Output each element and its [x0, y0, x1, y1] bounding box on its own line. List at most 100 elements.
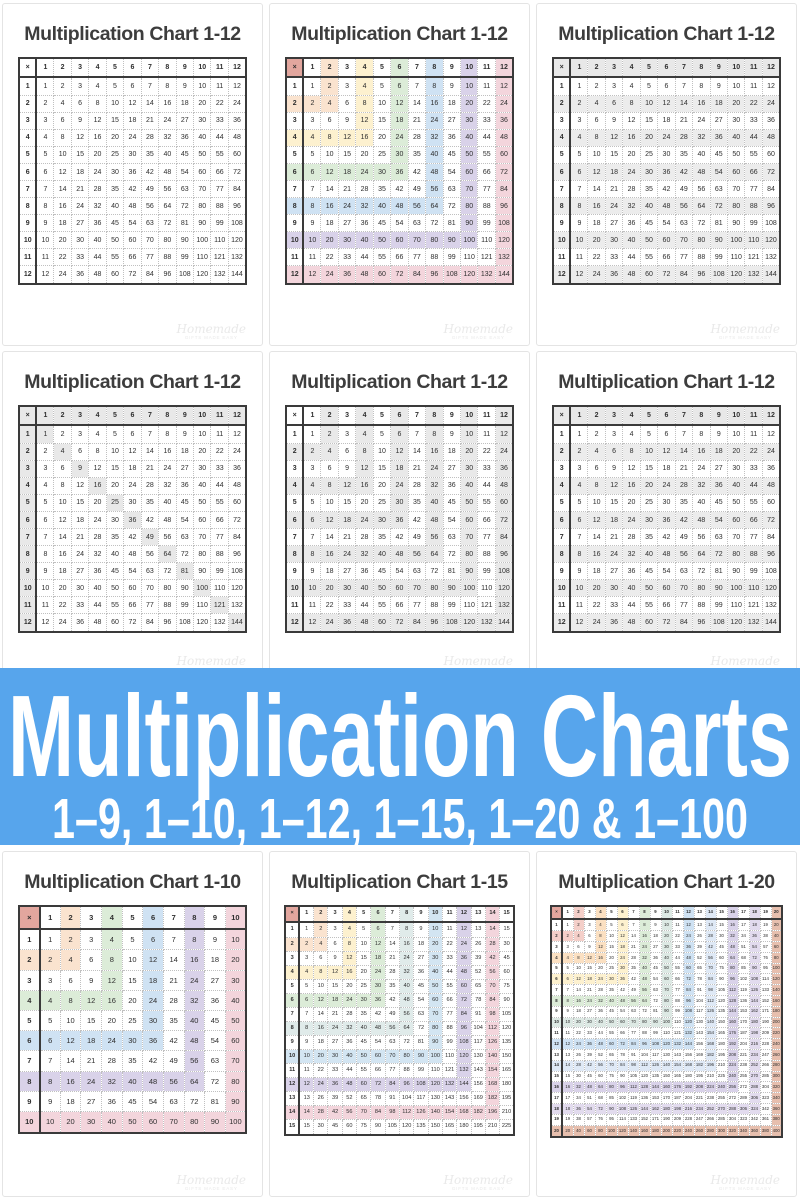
product-cell: 42 [704, 940, 717, 953]
product-cell: 20 [460, 442, 479, 461]
product-cell: 104 [470, 1020, 486, 1037]
table-row: 16 16 32 48 64 80 96 112 128 144 160 176 192 208 224 24… [550, 1081, 783, 1094]
product-cell: 90 [727, 562, 746, 581]
product-cell: 30 [460, 459, 479, 478]
product-cell: 7 [140, 76, 160, 96]
product-cell: 135 [715, 1005, 728, 1018]
corner-cell: × [284, 905, 301, 924]
table-row: 1 1 2 3 4 5 6 7 8 9 10 11 12 13 14 15 [284, 921, 515, 938]
product-cell: 20 [587, 579, 606, 598]
row-header-cell: 20 [550, 1124, 563, 1138]
product-cell: 180 [770, 1005, 783, 1018]
table-row: 1 1 2 3 4 5 6 7 8 9 10 11 12 13 14 15 16 17 18 19 20 [550, 918, 783, 932]
product-cell: 12 [123, 94, 142, 113]
product-cell: 90 [224, 1090, 247, 1113]
product-cell: 63 [709, 180, 729, 199]
product-cell: 48 [227, 476, 247, 495]
product-cell: 48 [370, 1020, 386, 1037]
product-cell: 72 [748, 951, 761, 964]
product-cell: 54 [390, 562, 409, 581]
product-cell: 40 [425, 493, 444, 512]
col-header-cell: 3 [604, 57, 624, 79]
product-cell: 120 [398, 1119, 415, 1136]
chart-card-1-12-diagonal: Multiplication Chart 1-12 × 1 2 3 4 5 6 7 8 9 10 11… [2, 351, 263, 678]
product-cell: 6 [569, 510, 589, 530]
product-cell: 63 [627, 1005, 640, 1018]
product-cell: 98 [384, 1105, 401, 1121]
product-cell: 121 [441, 1063, 458, 1079]
product-cell: 5 [372, 424, 392, 444]
product-cell: 4 [587, 442, 606, 461]
product-cell: 120 [770, 973, 783, 986]
product-cell: 30 [572, 1070, 585, 1083]
product-cell: 360 [748, 1124, 761, 1138]
table-row: 10 10 20 30 40 50 60 70 80 90 100 110 120 [552, 231, 781, 250]
product-cell: 14 [704, 918, 717, 932]
row-header-cell: 12 [552, 265, 572, 285]
product-cell: 24 [622, 162, 641, 182]
product-cell: 15 [639, 459, 659, 478]
product-cell: 30 [121, 1030, 144, 1052]
product-cell: 28 [622, 180, 641, 199]
product-cell: 78 [693, 973, 706, 986]
product-cell: 121 [744, 248, 763, 267]
product-cell: 40 [88, 579, 107, 598]
product-cell: 20 [622, 145, 641, 164]
product-cell: 25 [372, 493, 392, 512]
product-cell: 216 [748, 1038, 761, 1050]
product-cell: 120 [427, 1077, 443, 1093]
corner-cell: × [285, 57, 305, 79]
product-cell: 56 [158, 528, 177, 547]
product-cell: 77 [674, 248, 694, 267]
product-cell: 40 [121, 1070, 144, 1092]
watermark-subtext: GIFTS MADE EASY [184, 334, 238, 340]
product-cell: 25 [639, 493, 659, 512]
table-row: 6 6 12 18 24 30 36 42 48 54 60 66 72 [285, 162, 514, 182]
product-cell: 66 [123, 248, 142, 267]
product-cell: 88 [158, 596, 177, 615]
product-cell: 36 [494, 459, 514, 478]
product-cell: 2 [569, 94, 589, 113]
product-cell: 36 [604, 265, 624, 285]
product-cell: 36 [657, 162, 676, 182]
product-cell: 72 [657, 613, 676, 633]
watermark: Homemade GIFTS MADE EASY [711, 323, 781, 341]
multiplication-table: × 1 2 3 4 5 6 7 8 9 10 11 12 13 14 15 1 1 2 3 4 5 6 7 8 9 10 11 12 13… [284, 905, 515, 1136]
multiplication-table-wrap: × 1 2 3 4 5 6 7 8 9 10 11 12 13 14 15 16 17 18 19 20 1 1 2 3 4 5 6 7… [537, 905, 796, 1138]
product-cell: 176 [726, 1027, 739, 1040]
product-cell: 63 [140, 562, 160, 581]
product-cell: 24 [456, 936, 472, 952]
product-cell: 22 [210, 442, 229, 461]
row-header-cell: 3 [18, 111, 38, 130]
chart-card-1-12-color-bands: Multiplication Chart 1-12 × 1 2 3 4 5 6 7 8 9 10 11… [269, 3, 530, 346]
product-cell: 247 [759, 1048, 772, 1061]
row-header-cell: 1 [285, 424, 305, 444]
product-cell: 171 [759, 1005, 772, 1018]
table-row: 4 4 8 12 16 20 24 28 32 36 40 44 48 [552, 476, 781, 495]
product-cell: 9 [337, 459, 357, 478]
product-cell: 88 [398, 1063, 415, 1079]
product-cell: 8 [569, 197, 589, 216]
product-cell: 18 [561, 1102, 574, 1115]
product-cell: 2 [35, 442, 55, 461]
product-cell: 75 [356, 1119, 372, 1136]
row-header-cell: 10 [285, 579, 305, 598]
product-cell: 2 [298, 936, 315, 952]
product-cell: 100 [770, 962, 783, 975]
table-row: 14 14 28 42 56 70 84 98 112 126 140 154 168 182 196 210 [284, 1105, 515, 1121]
table-row: 3 3 6 9 12 15 18 21 24 27 30 33 36 [552, 111, 781, 130]
product-cell: 24 [158, 459, 177, 478]
product-cell: 12 [298, 1077, 315, 1093]
table-row: 1 1 2 3 4 5 6 7 8 9 10 11 12 [552, 424, 781, 444]
product-cell: 44 [355, 596, 374, 615]
product-cell: 56 [341, 1105, 358, 1121]
col-header-cell: 6 [616, 905, 629, 920]
product-cell: 10 [356, 936, 372, 952]
product-cell: 11 [561, 1027, 574, 1040]
product-cell: 90 [727, 214, 746, 233]
product-cell: 12 [594, 940, 607, 953]
product-cell: 40 [341, 1049, 358, 1065]
multiplication-table: × 1 2 3 4 5 6 7 8 9 10 11 12 1 1 2 3 4 5 6 7 8 9 10 11 12 2 2 4 6 8 10 1… [552, 57, 781, 285]
product-cell: 21 [627, 940, 640, 953]
product-cell: 40 [427, 964, 443, 980]
